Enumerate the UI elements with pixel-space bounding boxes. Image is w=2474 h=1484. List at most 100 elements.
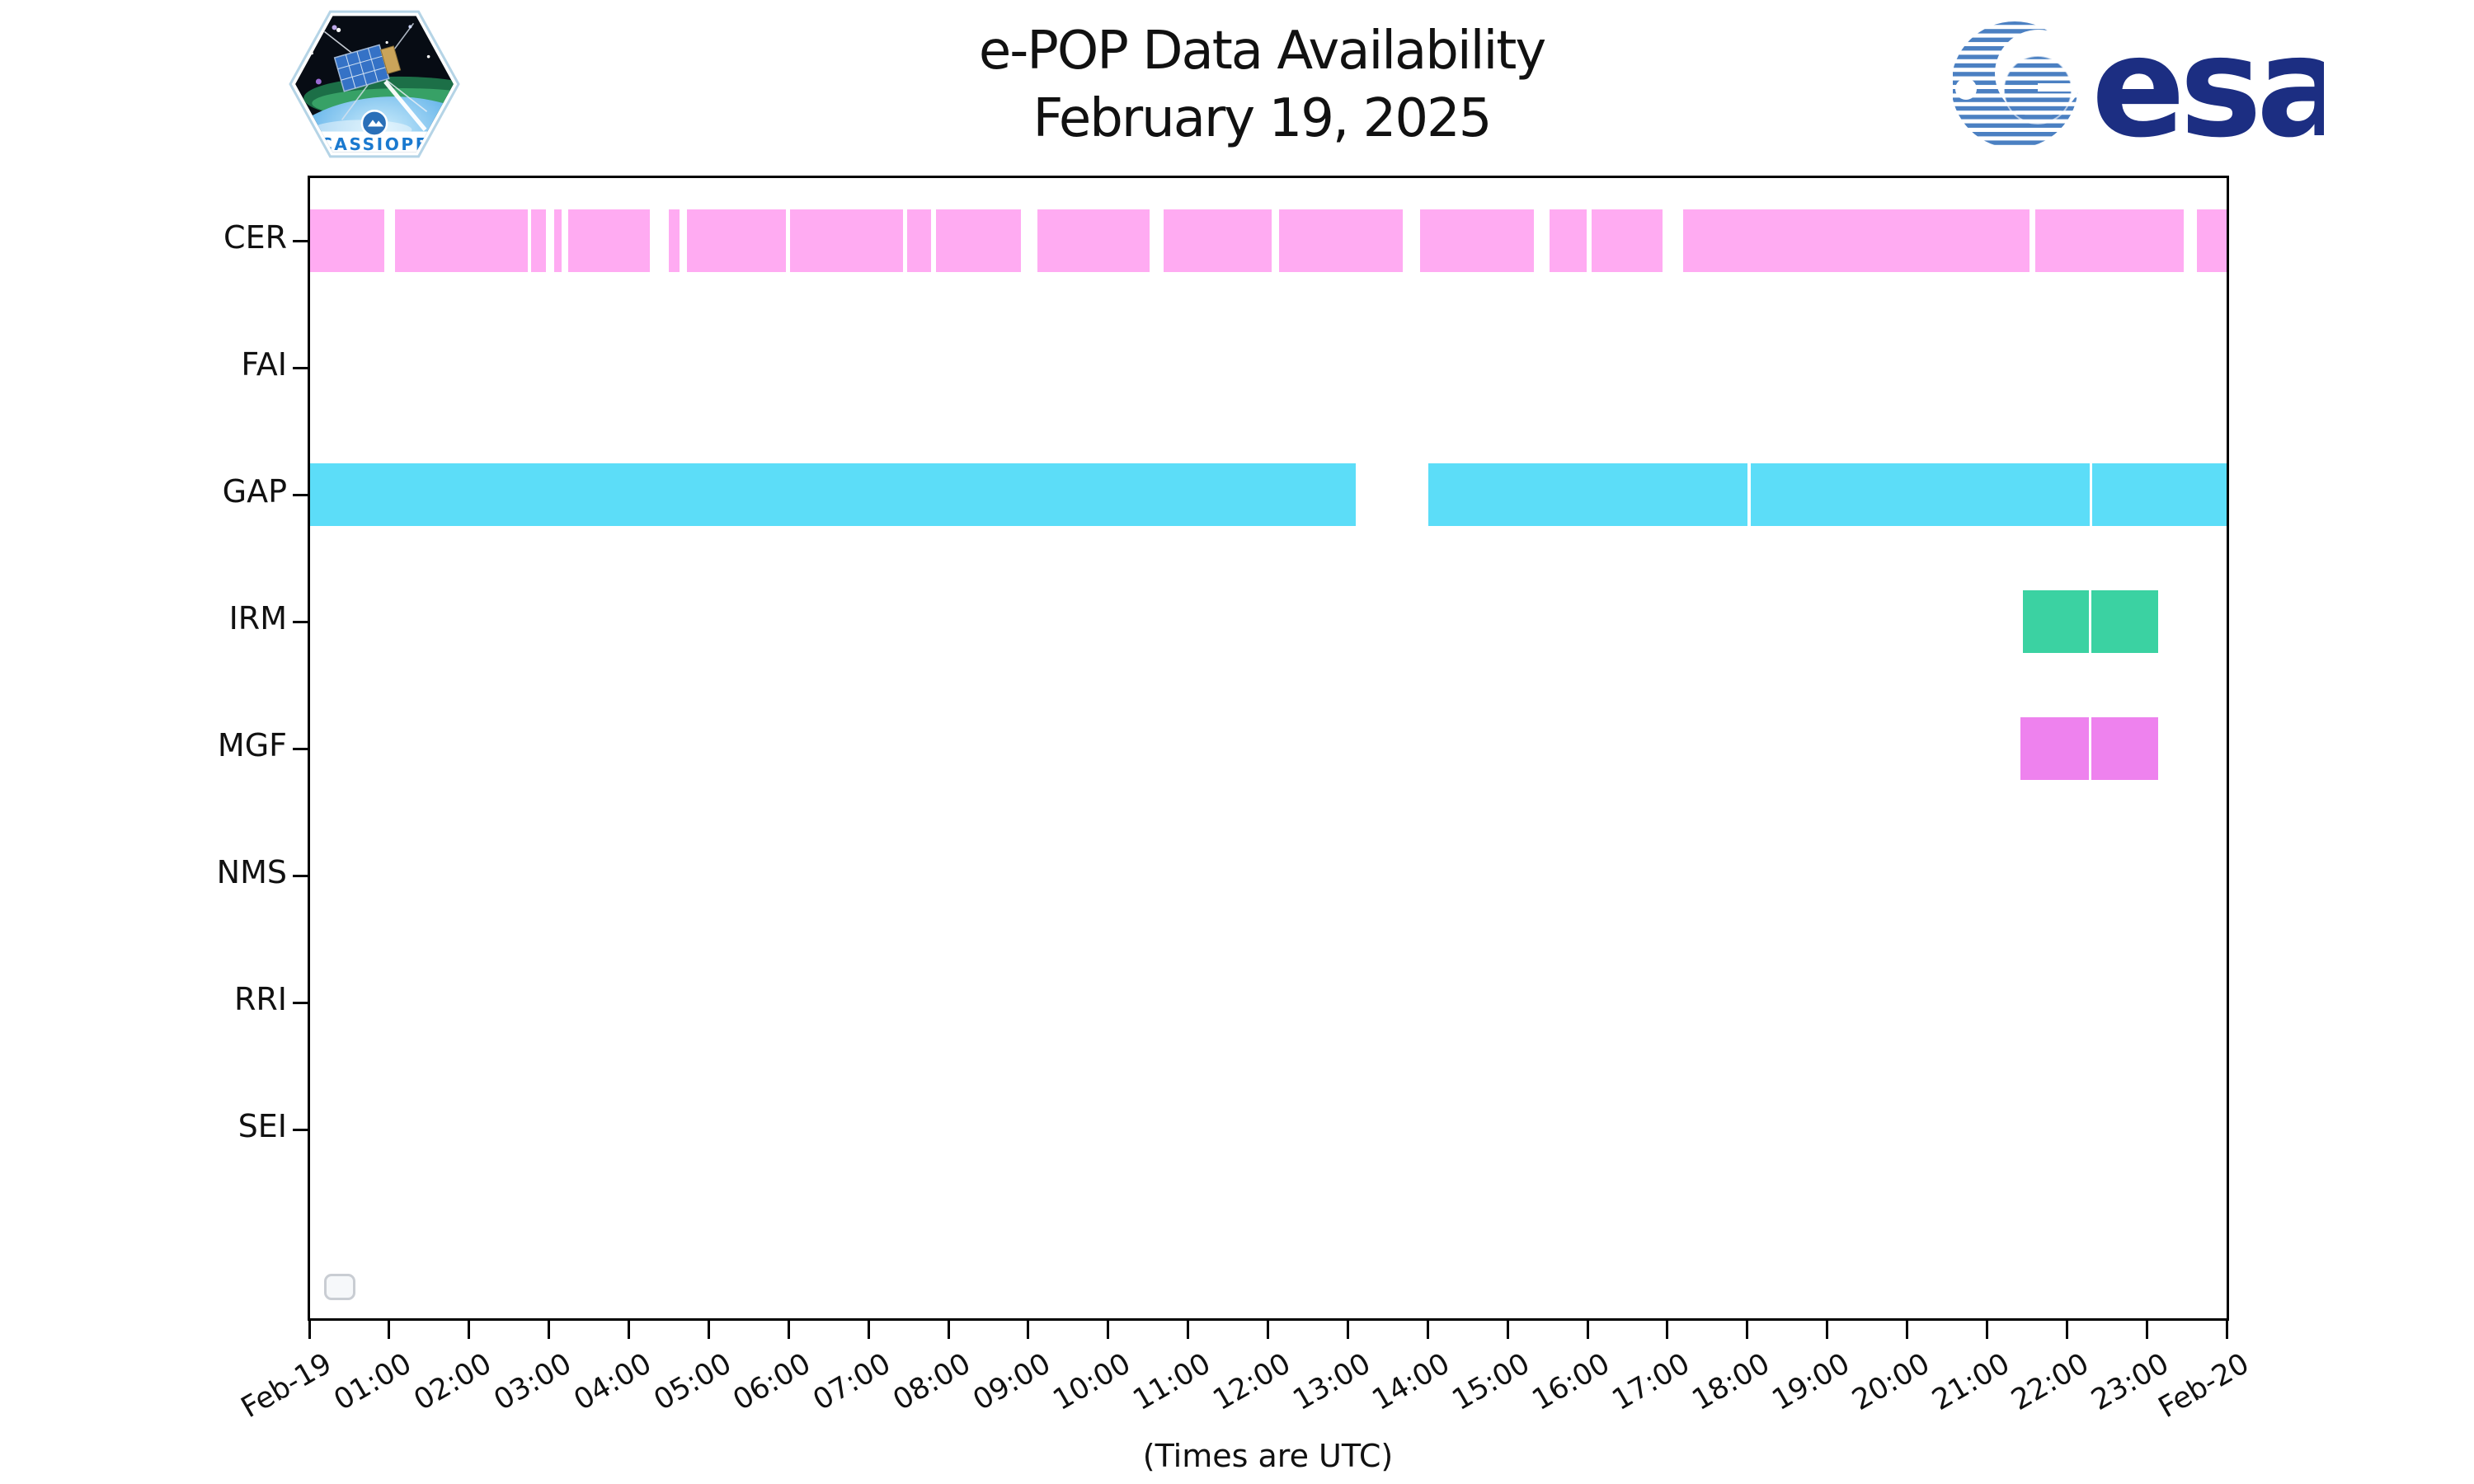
x-tick <box>1426 1321 1429 1339</box>
x-tick-label: 18:00 <box>1686 1347 1776 1418</box>
x-tick-label: 11:00 <box>1127 1347 1216 1418</box>
row-label-sei: SEI <box>238 1108 287 1144</box>
availability-bar-gap <box>2092 463 2227 526</box>
esa-globe-icon <box>1953 21 2082 148</box>
y-tick-cer <box>293 239 309 242</box>
x-tick-label: 09:00 <box>967 1347 1056 1418</box>
x-tick <box>947 1321 950 1339</box>
y-tick-gap <box>293 493 309 496</box>
availability-bar-cer <box>687 209 787 272</box>
x-tick-label: 03:00 <box>488 1347 577 1418</box>
x-tick <box>867 1321 870 1339</box>
y-tick-sei <box>293 1128 309 1131</box>
availability-bar-cer <box>1549 209 1587 272</box>
x-tick-label: 10:00 <box>1047 1347 1136 1418</box>
x-tick <box>1506 1321 1509 1339</box>
y-tick-rri <box>293 1001 309 1004</box>
x-tick <box>1826 1321 1829 1339</box>
x-tick <box>388 1321 391 1339</box>
availability-bar-cer <box>2034 209 2184 272</box>
x-tick-label: 22:00 <box>2006 1347 2095 1418</box>
esa-logo: esa <box>1953 7 2324 165</box>
x-tick <box>707 1321 710 1339</box>
x-tick-label: 20:00 <box>1846 1347 1935 1418</box>
availability-bar-cer <box>1037 209 1150 272</box>
cassiope-mission-patch: CASSIOPE <box>289 10 460 158</box>
x-tick-label: 04:00 <box>568 1347 657 1418</box>
cassiope-wordmark: CASSIOPE <box>320 134 429 154</box>
x-tick <box>628 1321 630 1339</box>
availability-bar-cer <box>668 209 680 272</box>
y-tick-mgf <box>293 747 309 750</box>
availability-bar-cer <box>567 209 650 272</box>
availability-bar-cer <box>2197 209 2227 272</box>
availability-bar-irm <box>2091 590 2158 653</box>
x-tick-label: 14:00 <box>1366 1347 1456 1418</box>
x-tick <box>2065 1321 2068 1339</box>
availability-bar-cer <box>790 209 903 272</box>
row-label-irm: IRM <box>228 600 287 636</box>
x-tick-label: 12:00 <box>1207 1347 1296 1418</box>
row-label-nms: NMS <box>216 854 287 890</box>
row-label-cer: CER <box>223 219 287 256</box>
availability-bar-cer <box>1683 209 2030 272</box>
y-tick-irm <box>293 620 309 623</box>
x-tick-label: Feb-20 <box>2152 1347 2255 1425</box>
x-tick-label: 21:00 <box>1926 1347 2015 1418</box>
satellite <box>333 44 402 92</box>
axis-spine-top <box>308 176 2229 178</box>
row-label-rri: RRI <box>233 981 287 1017</box>
x-tick <box>1746 1321 1749 1339</box>
availability-bar-cer <box>309 209 385 272</box>
x-axis-caption: (Times are UTC) <box>1142 1438 1394 1474</box>
x-tick <box>1346 1321 1349 1339</box>
x-tick-label: 07:00 <box>807 1347 897 1418</box>
row-label-mgf: MGF <box>217 727 287 763</box>
availability-bar-cer <box>1419 209 1535 272</box>
chart-title: e-POP Data Availability February 19, 202… <box>437 18 2086 153</box>
row-label-fai: FAI <box>241 346 287 383</box>
availability-bar-cer <box>394 209 529 272</box>
x-tick-label: 16:00 <box>1526 1347 1616 1418</box>
x-tick <box>1906 1321 1908 1339</box>
x-tick <box>1586 1321 1589 1339</box>
availability-bar-cer <box>1279 209 1404 272</box>
x-tick <box>1985 1321 1988 1339</box>
x-tick <box>2145 1321 2148 1339</box>
x-tick-label: 17:00 <box>1606 1347 1696 1418</box>
empty-legend-box <box>324 1274 355 1300</box>
availability-bar-cer <box>1591 209 1663 272</box>
title-line-1: e-POP Data Availability <box>978 21 1546 82</box>
y-tick-nms <box>293 874 309 877</box>
availability-bar-cer <box>554 209 562 272</box>
availability-bar-mgf <box>2091 717 2158 780</box>
x-tick-label: 06:00 <box>727 1347 817 1418</box>
x-tick-label: 02:00 <box>408 1347 497 1418</box>
availability-bar-gap <box>1428 463 1747 526</box>
x-tick-label: 08:00 <box>887 1347 976 1418</box>
availability-bar-mgf <box>2020 717 2090 780</box>
esa-wordmark: esa <box>2091 7 2324 165</box>
x-tick-label: 19:00 <box>1766 1347 1856 1418</box>
beam <box>383 80 427 132</box>
x-tick <box>2225 1321 2228 1339</box>
x-tick-label: Feb-19 <box>235 1347 337 1425</box>
x-tick <box>1267 1321 1269 1339</box>
availability-bar-cer <box>531 209 546 272</box>
x-tick-label: 05:00 <box>648 1347 737 1418</box>
x-tick <box>308 1321 311 1339</box>
x-tick <box>1666 1321 1669 1339</box>
x-tick-label: 13:00 <box>1287 1347 1376 1418</box>
axis-spine-bottom <box>308 1318 2229 1321</box>
x-tick-label: 01:00 <box>328 1347 417 1418</box>
availability-bar-irm <box>2022 590 2090 653</box>
y-tick-fai <box>293 366 309 369</box>
plot-area <box>309 177 2227 1320</box>
x-tick <box>548 1321 551 1339</box>
x-tick-label: 15:00 <box>1446 1347 1536 1418</box>
x-tick <box>1027 1321 1030 1339</box>
x-tick <box>468 1321 471 1339</box>
x-tick <box>1187 1321 1190 1339</box>
x-tick <box>787 1321 790 1339</box>
row-label-gap: GAP <box>222 473 287 510</box>
